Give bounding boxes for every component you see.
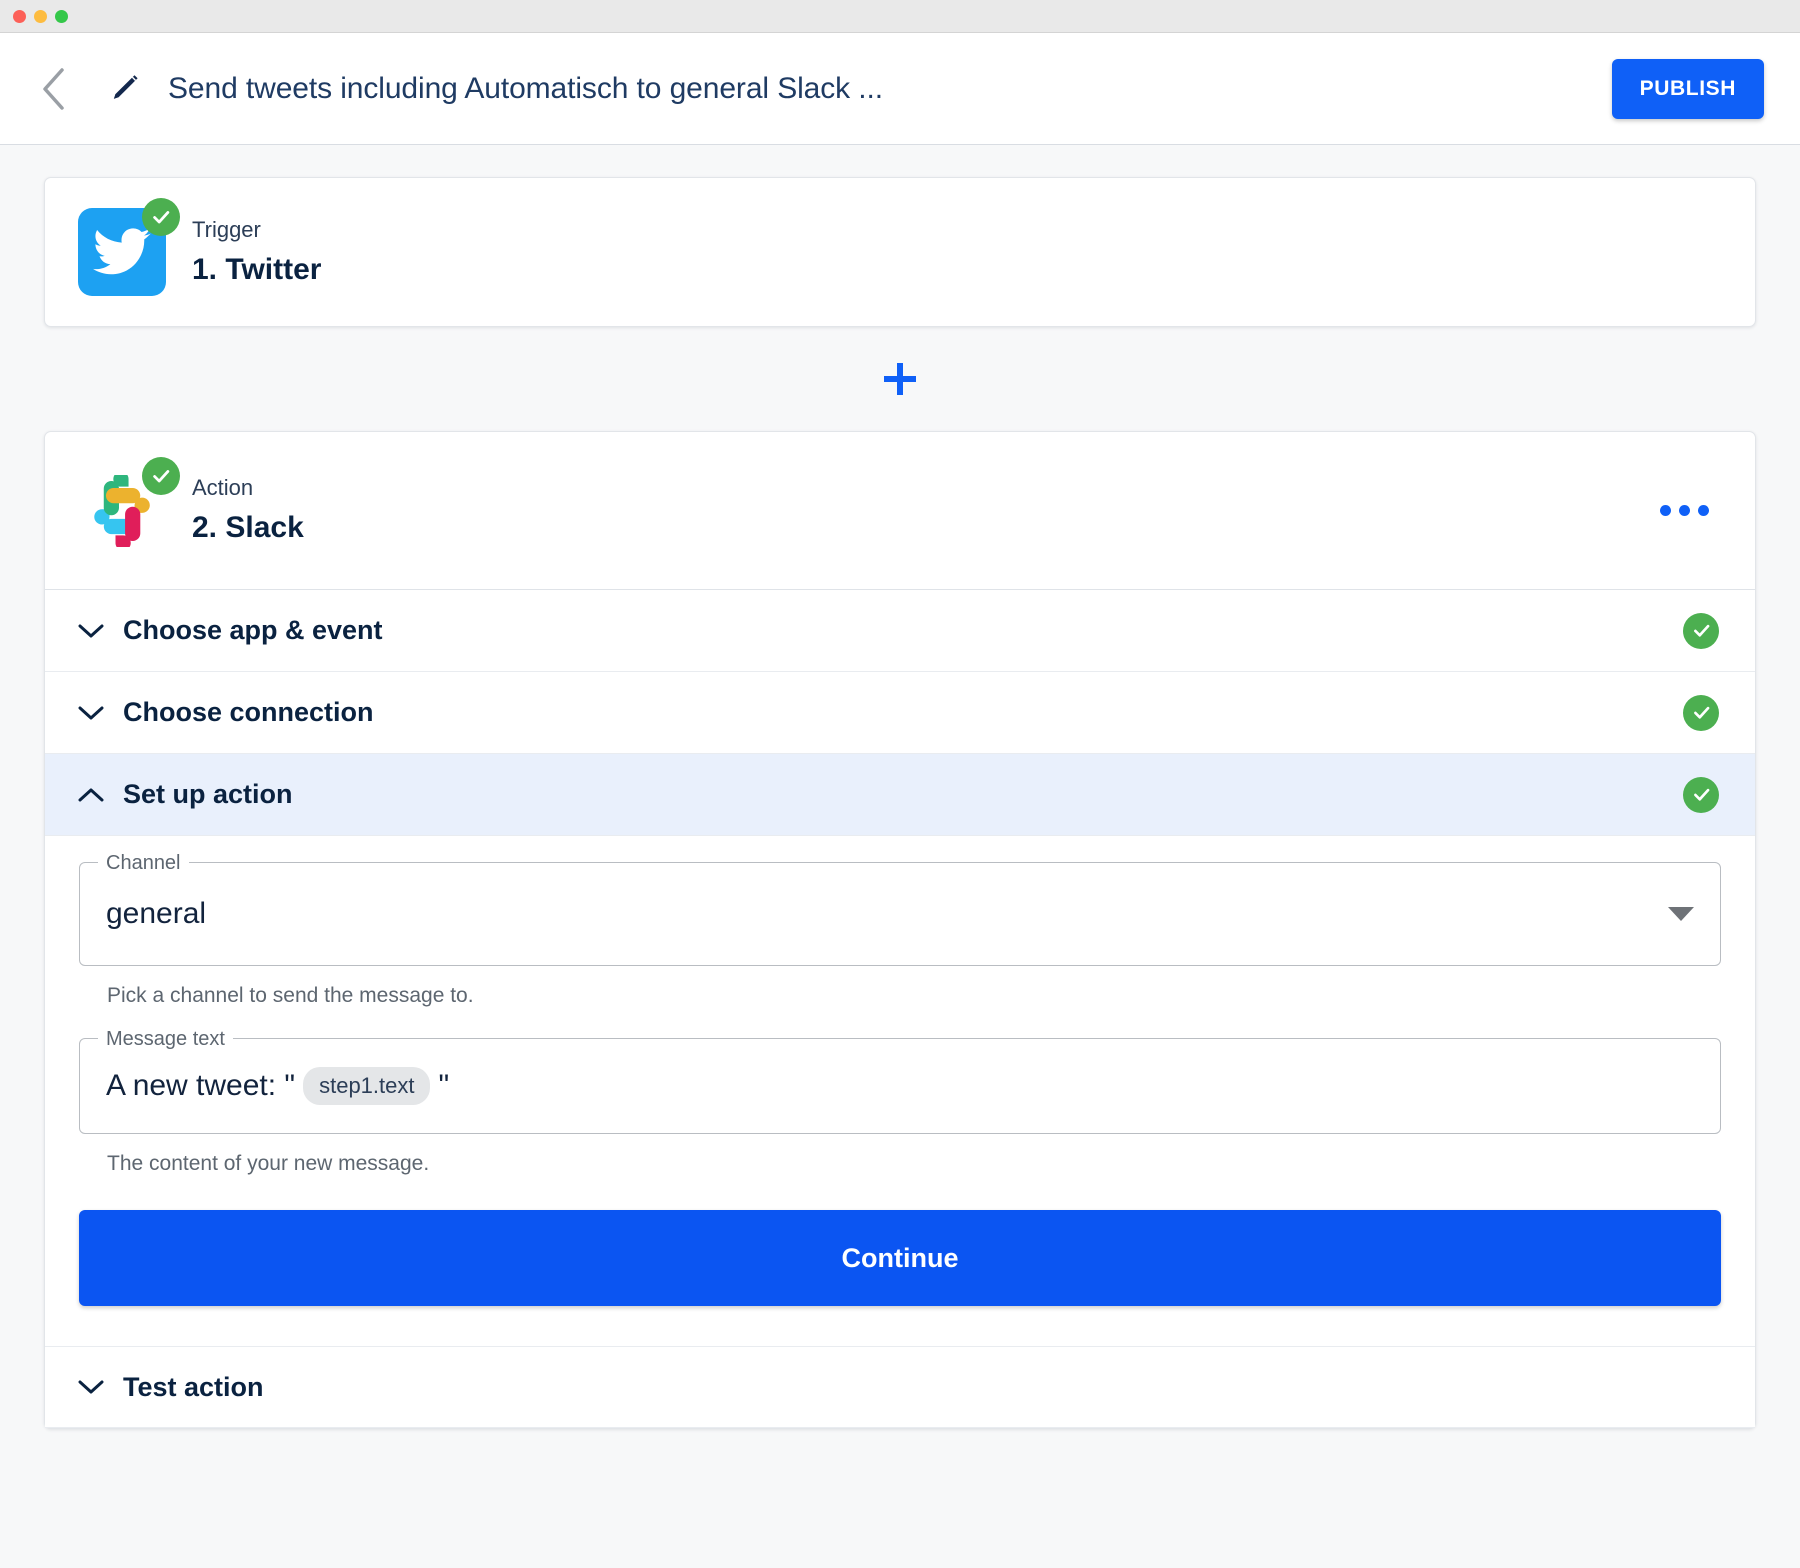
action-app-icon-wrap bbox=[78, 456, 180, 555]
trigger-app-icon-wrap bbox=[78, 198, 180, 296]
publish-button[interactable]: PUBLISH bbox=[1611, 58, 1764, 119]
section-set-up-action[interactable]: Set up action bbox=[45, 754, 1755, 836]
minimize-window-button[interactable] bbox=[34, 9, 47, 23]
chevron-down-icon bbox=[67, 1379, 115, 1395]
slack-icon bbox=[78, 467, 166, 555]
message-value: A new tweet: " step1.text " bbox=[106, 1066, 450, 1106]
action-step-header[interactable]: Action 2. Slack bbox=[45, 432, 1755, 590]
continue-button[interactable]: Continue bbox=[79, 1210, 1721, 1306]
channel-field-group: Channel general Pick a channel to send t… bbox=[79, 851, 1721, 1008]
action-step-name: 2. Slack bbox=[192, 511, 304, 545]
variable-token-step1-text[interactable]: step1.text bbox=[303, 1066, 431, 1106]
section-status-check-icon bbox=[1683, 612, 1719, 649]
action-status-check-icon bbox=[142, 456, 180, 495]
editor-canvas: Trigger 1. Twitter bbox=[0, 145, 1800, 1568]
section-test-action[interactable]: Test action bbox=[45, 1346, 1755, 1428]
section-label: Choose connection bbox=[123, 697, 374, 727]
channel-value: general bbox=[106, 897, 207, 930]
message-prefix: A new tweet: " bbox=[106, 1069, 296, 1102]
traffic-lights bbox=[13, 9, 68, 23]
message-text-input[interactable]: Message text A new tweet: " step1.text " bbox=[79, 1027, 1721, 1134]
chevron-up-icon bbox=[67, 787, 115, 803]
section-choose-connection[interactable]: Choose connection bbox=[45, 672, 1755, 754]
message-field-group: Message text A new tweet: " step1.text "… bbox=[79, 1027, 1721, 1176]
section-status-check-icon bbox=[1683, 694, 1719, 731]
chevron-down-icon bbox=[67, 623, 115, 639]
step-connector bbox=[44, 327, 1756, 431]
action-step-labels: Action 2. Slack bbox=[192, 474, 304, 546]
trigger-step-card[interactable]: Trigger 1. Twitter bbox=[44, 177, 1756, 327]
action-step-card: Action 2. Slack Choose app & event bbox=[44, 431, 1756, 1429]
channel-helper-text: Pick a channel to send the message to. bbox=[107, 984, 474, 1007]
app-header: Send tweets including Automatisch to gen… bbox=[0, 33, 1800, 145]
back-button[interactable] bbox=[30, 66, 76, 112]
window-titlebar bbox=[0, 0, 1800, 33]
action-step-kicker: Action bbox=[192, 475, 254, 501]
trigger-step-labels: Trigger 1. Twitter bbox=[192, 216, 321, 288]
section-status-check-icon bbox=[1683, 776, 1719, 813]
edit-title-button[interactable] bbox=[100, 66, 146, 112]
section-label: Test action bbox=[123, 1371, 264, 1402]
zap-title: Send tweets including Automatisch to gen… bbox=[168, 71, 884, 105]
message-label: Message text bbox=[98, 1027, 233, 1051]
channel-select[interactable]: Channel general bbox=[79, 851, 1721, 966]
close-window-button[interactable] bbox=[13, 9, 26, 23]
trigger-step-kicker: Trigger bbox=[192, 216, 261, 242]
channel-label: Channel bbox=[98, 851, 189, 875]
more-horizontal-icon[interactable] bbox=[1650, 495, 1719, 526]
trigger-status-check-icon bbox=[142, 198, 180, 236]
section-choose-app-and-event[interactable]: Choose app & event bbox=[45, 590, 1755, 672]
caret-down-icon[interactable] bbox=[1668, 907, 1694, 921]
message-helper-text: The content of your new message. bbox=[107, 1152, 430, 1175]
chevron-down-icon bbox=[67, 705, 115, 721]
trigger-step-name: 1. Twitter bbox=[192, 252, 322, 286]
form-bottom-spacer bbox=[79, 1306, 1721, 1346]
trigger-step-header: Trigger 1. Twitter bbox=[78, 198, 1755, 296]
message-suffix: " bbox=[438, 1069, 450, 1102]
set-up-action-form: Channel general Pick a channel to send t… bbox=[45, 836, 1755, 1346]
section-label: Set up action bbox=[123, 779, 293, 809]
add-step-button[interactable] bbox=[873, 352, 927, 406]
section-label: Choose app & event bbox=[123, 615, 383, 645]
zoom-window-button[interactable] bbox=[55, 9, 68, 23]
plus-icon bbox=[884, 363, 916, 395]
